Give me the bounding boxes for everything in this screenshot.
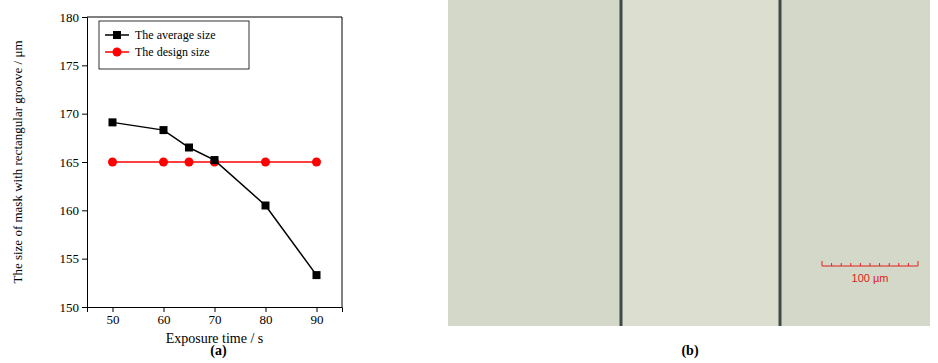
tick-label: 150 [60, 300, 80, 315]
y-axis-title: The size of mask with rectangular groove… [10, 40, 25, 283]
tick: 80 [260, 307, 273, 327]
marker [159, 158, 168, 167]
tick-label: 90 [311, 312, 324, 327]
series-line [113, 122, 317, 275]
scale-bar-tick [870, 263, 871, 266]
marker [312, 158, 321, 167]
frame-top [87, 17, 342, 18]
tick-label: 60 [158, 312, 171, 327]
legend: The average size The design size [99, 21, 249, 69]
tick-label: 80 [260, 312, 273, 327]
panel-label: (b) [681, 343, 698, 359]
tick-mark [82, 162, 87, 163]
marker [313, 271, 321, 279]
tick: 160 [60, 203, 88, 218]
scale-bar-tick [831, 263, 832, 266]
scale-bar-tick [822, 261, 823, 266]
tick-label: 50 [107, 312, 120, 327]
marker [109, 118, 117, 126]
tick-mark [82, 307, 87, 308]
marker [262, 202, 270, 210]
tick: 70 [209, 307, 222, 327]
plot-area [108, 118, 321, 279]
tick-label: 180 [60, 10, 80, 25]
tick-label: 155 [60, 251, 80, 266]
figure: 5060708090150155160165170175180Exposure … [0, 0, 938, 363]
legend-label: The average size [135, 28, 216, 42]
tick-label: 170 [60, 106, 80, 121]
scale-bar-tick [850, 263, 851, 266]
legend-box [99, 21, 249, 69]
x-axis: 50 60 70 80 90 [88, 307, 343, 327]
scale-bar-label: 100 µm [852, 272, 889, 284]
groove-band [622, 0, 780, 326]
scale-bar-tick [841, 263, 842, 266]
tick-label: 160 [60, 203, 80, 218]
legend-marker [113, 48, 122, 57]
micrograph-background [448, 0, 930, 326]
scale-bar-tick [889, 263, 890, 266]
scale-bar-tick [908, 263, 909, 266]
tick-label: 175 [60, 58, 80, 73]
tick: 170 [60, 106, 88, 121]
frame-right [342, 17, 343, 307]
tick: 180 [60, 10, 88, 25]
marker [108, 158, 117, 167]
scale-bar-tick [918, 261, 919, 266]
tick-label: 165 [60, 155, 80, 170]
legend-label: The design size [135, 45, 210, 59]
marker [185, 144, 193, 152]
tick: 90 [311, 307, 324, 327]
marker [261, 158, 270, 167]
marker [160, 126, 168, 134]
tick: 155 [60, 251, 88, 266]
marker [211, 156, 219, 164]
tick-label: 70 [209, 312, 222, 327]
tick: 60 [158, 307, 171, 327]
scale-bar-tick [879, 263, 880, 266]
micrograph: 100 µm [448, 0, 930, 326]
tick-mark [82, 17, 87, 18]
scale-bar-tick [898, 263, 899, 266]
tick-mark [82, 65, 87, 66]
panel-label: (a) [210, 343, 227, 359]
marker [185, 158, 194, 167]
tick: 150 [60, 300, 88, 315]
groove-edge [779, 0, 782, 326]
tick-mark [82, 210, 87, 211]
y-axis: 150 155 160 165 170 175 180 [60, 10, 88, 315]
groove-edge [620, 0, 623, 326]
tick: 50 [107, 307, 120, 327]
tick-mark [82, 259, 87, 260]
y-axis-line [82, 18, 88, 308]
legend-marker [113, 31, 121, 39]
tick: 165 [60, 155, 88, 170]
tick-mark [82, 114, 87, 115]
scale-bar-tick [860, 263, 861, 266]
tick: 175 [60, 58, 88, 73]
